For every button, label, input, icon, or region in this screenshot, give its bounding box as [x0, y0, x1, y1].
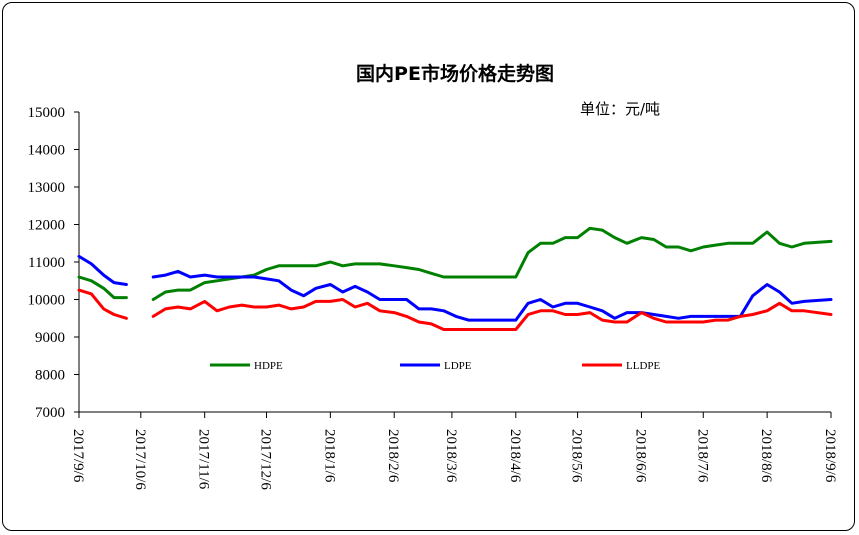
axes: 7000 8000 9000 10000 11000 12000 13000 14000 150…	[28, 105, 839, 490]
series-line-hdpe	[151, 226, 833, 301]
series-line-hdpe	[77, 275, 128, 300]
y-tick-label: 7000	[35, 405, 65, 421]
series-line-lldpe	[151, 298, 833, 331]
y-tick-label: 12000	[28, 218, 66, 234]
series-line-ldpe	[151, 269, 833, 322]
y-tick-label: 14000	[28, 143, 66, 159]
y-tick-label: 9000	[35, 330, 65, 346]
x-tick-label: 2017/9/6	[70, 429, 86, 483]
y-tick-label: 15000	[28, 105, 66, 121]
x-tick-label: 2017/10/6	[132, 429, 148, 490]
chart-title: 国内PE市场价格走势图	[356, 62, 554, 85]
x-tick-label: 2018/5/6	[569, 429, 585, 483]
legend-label-lldpe: LLDPE	[626, 360, 661, 372]
x-tick-label: 2018/2/6	[385, 429, 401, 483]
series-line-ldpe	[77, 254, 128, 286]
x-tick-label: 2017/12/6	[257, 429, 273, 490]
x-tick-label: 2018/7/6	[694, 429, 710, 483]
y-tick-label: 8000	[35, 368, 65, 384]
y-tick-label: 10000	[28, 293, 66, 309]
series-layer	[77, 226, 833, 331]
y-tick-label: 11000	[28, 255, 65, 271]
x-tick-label: 2018/9/6	[822, 429, 838, 483]
series-line-lldpe	[77, 288, 128, 320]
y-tick-label: 13000	[28, 180, 66, 196]
legend: HDPE LDPE LLDPE	[210, 360, 661, 372]
legend-label-ldpe: LDPE	[444, 360, 472, 372]
x-tick-label: 2017/11/6	[196, 429, 212, 490]
x-tick-label: 2018/4/6	[507, 429, 523, 483]
x-tick-label: 2018/8/6	[758, 429, 774, 483]
unit-label: 单位：元/吨	[580, 100, 660, 118]
x-tick-label: 2018/1/6	[321, 429, 337, 483]
x-tick-label: 2018/3/6	[443, 429, 459, 483]
legend-label-hdpe: HDPE	[254, 360, 283, 372]
x-tick-label: 2018/6/6	[632, 429, 648, 483]
